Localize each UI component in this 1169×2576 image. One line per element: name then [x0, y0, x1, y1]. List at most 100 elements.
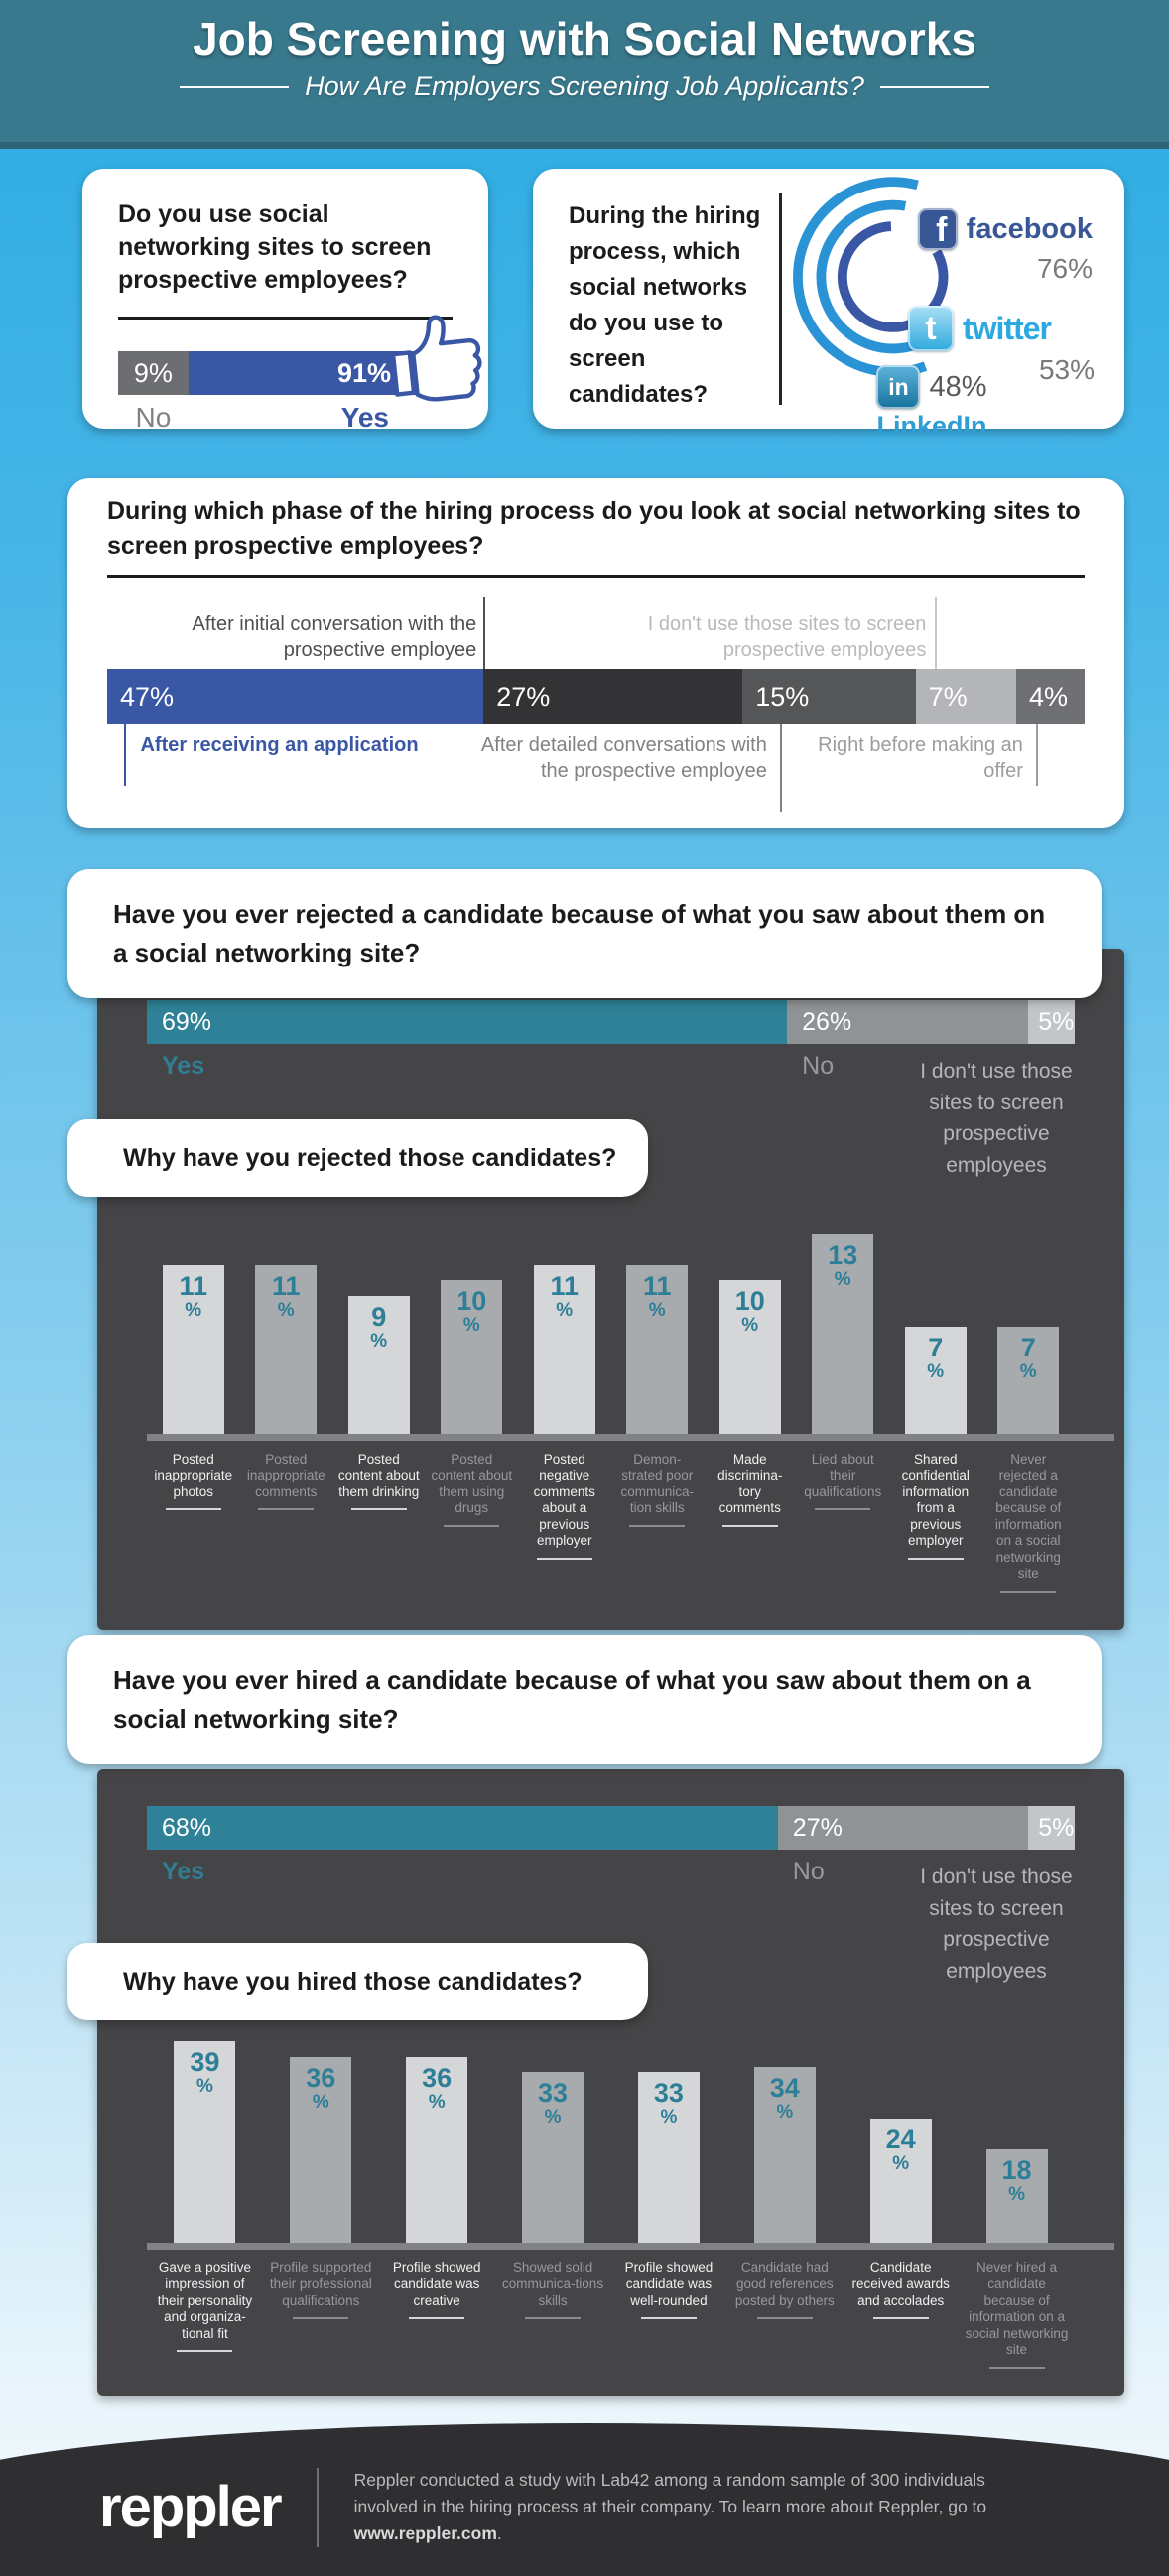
reason-label: Made discrimina-tory comments [704, 1441, 797, 1593]
reason-value: 33 [538, 2078, 569, 2109]
footer-link[interactable]: www.reppler.com [353, 2523, 497, 2544]
networks-graphic: f facebook 76% t twitter 53% in 48% Link… [793, 169, 1118, 441]
chart-axis-line [147, 2243, 1114, 2250]
phase-callout-after-detailed-conversations: After detailed conversations with the pr… [480, 734, 767, 782]
reason-bar: 11% [255, 1264, 318, 1434]
summary-no-label: No [792, 1858, 825, 1885]
usage-card: Do you use social networking sites to sc… [82, 169, 488, 433]
phase-graph: After initial conversation with the pros… [107, 581, 1085, 822]
reason-labels-row: Posted inappropriate photos Posted inappr… [147, 1441, 1075, 1593]
reason-label: Posted inappropriate comments [240, 1441, 333, 1593]
reason-column: 34% [726, 2067, 843, 2243]
summary-segment-no: 27% [777, 1806, 1029, 1850]
reason-label-underline [629, 1524, 686, 1527]
hired-panel: 68% 27% 5% Yes No I don't use those sites to … [97, 1769, 1124, 2396]
facebook-label: facebook [966, 212, 1093, 245]
networks-divider [779, 193, 782, 405]
twitter-value: 53% [1038, 354, 1095, 385]
summary-segment-i: 5% [1028, 1000, 1075, 1044]
reason-column: 11% [147, 1264, 240, 1434]
reason-value: 39 [190, 2047, 220, 2078]
linkedin-label: LinkedIn [876, 411, 987, 441]
reason-bar: 9% [347, 1295, 410, 1434]
reason-value: 18 [1001, 2155, 1032, 2186]
chart-axis-line [147, 1434, 1114, 1441]
reason-value-unit: % [892, 2153, 910, 2175]
reason-label: Posted content about them drinking [332, 1441, 426, 1593]
reason-value-unit: % [741, 1315, 759, 1336]
reason-label-underline [165, 1508, 221, 1511]
reason-label: Posted content about them using drugs [426, 1441, 519, 1593]
reason-value-unit: % [660, 2107, 678, 2128]
reason-value-unit: % [648, 1299, 666, 1321]
reason-value: 11 [271, 1270, 301, 1301]
rejected-summary-bar: 69% 26% 5% Yes No I don't use those sites to … [147, 1000, 1075, 1177]
networks-card: During the hiring process, which social … [533, 169, 1124, 441]
reason-bar: 33% [522, 2072, 584, 2243]
twitter-label: twitter [963, 310, 1052, 346]
reason-label-underline [756, 2317, 813, 2320]
reason-bars-row: 39% 36% 36% 33% 33% 34% 24% 18% [147, 2040, 1075, 2243]
reason-value-unit: % [1008, 2184, 1026, 2206]
reason-label-text: Shared confidential information from a p… [901, 1452, 970, 1549]
footer-text-after: . [496, 2523, 502, 2544]
footer: reppler Reppler conducted a study with L… [0, 2461, 1169, 2576]
summary-segment-yes: 68% [147, 1806, 778, 1850]
reason-label: Demon-strated poor communica-tion skills [611, 1441, 705, 1593]
reason-bars-row: 11% 11% 9% 10% 11% 11% 10% 13% 7% 7% [147, 1231, 1075, 1434]
rejected-why-question: Why have you rejected those candidates? [123, 1143, 617, 1172]
reason-value-unit: % [1019, 1360, 1037, 1382]
summary-labels: Yes No I don't use those sites to screen p… [147, 1850, 1075, 1983]
reason-bar: 18% [985, 2149, 1048, 2243]
reason-label: Posted negative comments about a previou… [518, 1441, 611, 1593]
reason-value: 11 [550, 1270, 580, 1301]
phase-connector-line [779, 724, 782, 812]
reason-column: 11% [518, 1264, 611, 1434]
phase-connector-line [483, 597, 486, 669]
reason-column: 13% [797, 1233, 890, 1434]
reason-column: 7% [982, 1326, 1076, 1434]
rejected-reasons-chart: 11% 11% 9% 10% 11% 11% 10% 13% 7% 7% Posted inappr… [147, 1231, 1114, 1593]
usage-bar-no-segment: 9% [118, 351, 189, 395]
phase-callout-after-initial-conversation: After initial conversation with the pros… [192, 613, 477, 661]
facebook-icon: f [918, 208, 958, 250]
hired-why-box: Why have you hired those candidates? [67, 1943, 648, 2020]
reason-bar: 39% [174, 2041, 236, 2243]
reason-label-text: Demon-strated poor communica-tion skills [620, 1452, 695, 1516]
reason-value: 24 [885, 2125, 916, 2155]
phase-question: During which phase of the hiring process… [107, 497, 1081, 560]
reason-bar: 33% [637, 2072, 700, 2243]
reason-bar: 7% [997, 1326, 1060, 1434]
phase-connector-line [935, 597, 938, 669]
reason-column: 33% [495, 2072, 611, 2243]
hired-why-question: Why have you hired those candidates? [123, 1967, 583, 1996]
reason-label: Profile supported their professional qua… [263, 2250, 379, 2369]
twitter-icon: t [908, 306, 954, 351]
reason-label: Shared confidential information from a p… [889, 1441, 982, 1593]
phase-callout-after-receiving-application: After receiving an application [140, 734, 419, 756]
linkedin-stat: in 48% LinkedIn [844, 365, 1019, 442]
reason-column: 11% [240, 1264, 333, 1434]
reppler-logo: reppler [99, 2475, 283, 2540]
hired-question-box: Have you ever hired a candidate because … [67, 1635, 1102, 1764]
phase-divider [107, 575, 1085, 578]
rejected-why-box: Why have you rejected those candidates? [67, 1119, 648, 1197]
phase-callout-right-before-offer: Right before making an offer [818, 734, 1023, 782]
reason-label-text: Made discrimina-tory comments [717, 1452, 783, 1516]
reason-bar: 36% [406, 2056, 468, 2243]
phase-callout-dont-use-sites: I don't use those sites to screen prospe… [647, 613, 927, 661]
reason-label-text: Profile showed candidate was creative [392, 2260, 481, 2308]
page-subtitle: How Are Employers Screening Job Applican… [305, 71, 864, 101]
rejected-question: Have you ever rejected a candidate becau… [113, 899, 1046, 967]
reason-column: 33% [611, 2072, 727, 2243]
reason-label-underline [815, 1508, 871, 1511]
linkedin-value: 48% [929, 370, 987, 403]
linkedin-icon: in [876, 365, 921, 409]
header: Job Screening with Social Networks How A… [0, 0, 1169, 149]
summary-yes-label: Yes [162, 1052, 205, 1080]
reason-value: 10 [734, 1286, 765, 1316]
phase-stacked-bar: 47% 27% 15% 7% 4% [107, 669, 1085, 724]
usage-divider [118, 317, 453, 320]
subtitle-row: How Are Employers Screening Job Applican… [0, 71, 1169, 102]
